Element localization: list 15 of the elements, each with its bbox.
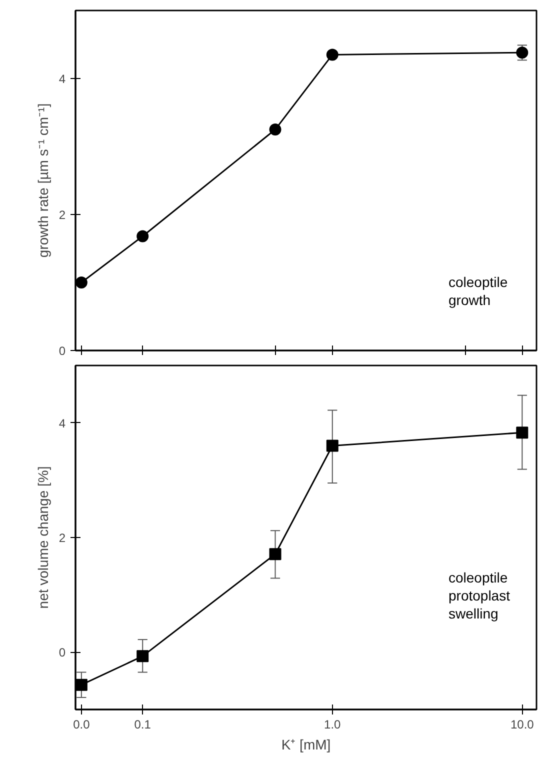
x-axis-title: K⁺ [mM] (281, 736, 331, 752)
x-tick-label: 1.0 (324, 718, 342, 732)
y-tick-label: 2 (58, 531, 66, 545)
y-axis-title: growth rate [µm s⁻¹ cm⁻¹] (34, 103, 51, 258)
y-tick-label: 4 (58, 72, 66, 86)
x-tick-label: 0.0 (73, 718, 90, 732)
annotation: coleoptile protoplast swelling (448, 570, 510, 622)
y-tick-label: 2 (58, 208, 66, 222)
y-axis-title: net volume change [%] (34, 466, 51, 609)
y-tick-label: 0 (58, 646, 66, 660)
x-tick-label: 0.1 (134, 718, 152, 732)
annotation: coleoptile growth (448, 274, 508, 308)
y-tick-label: 0 (58, 344, 66, 358)
y-tick-label: 4 (58, 416, 66, 430)
x-tick-label: 10.0 (510, 718, 534, 732)
